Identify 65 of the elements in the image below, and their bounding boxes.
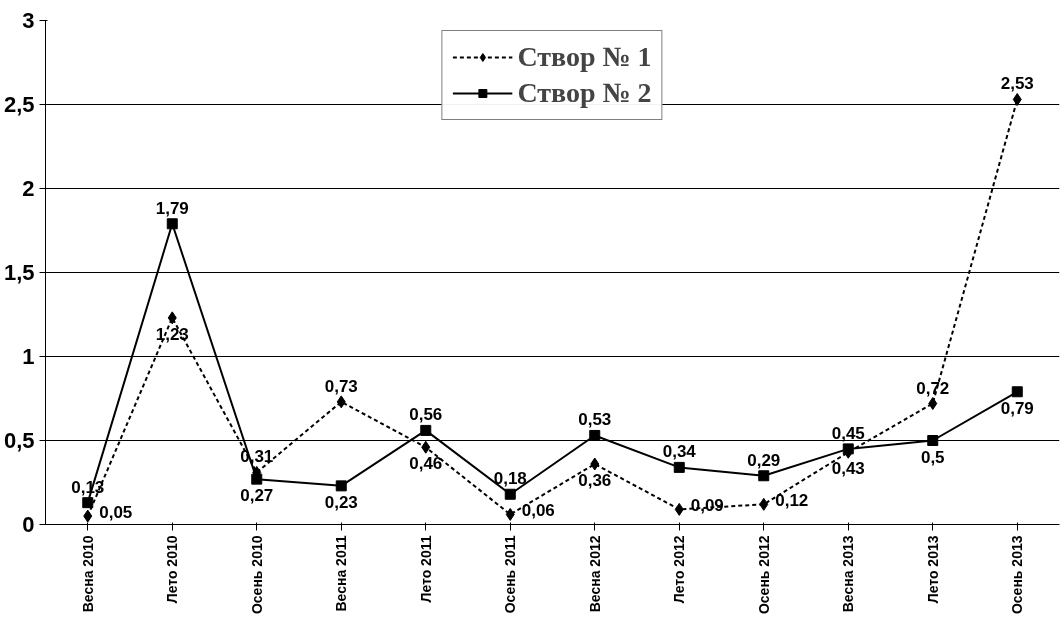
x-tick-label: Лето 2013 [924,535,941,604]
data-label: 0,72 [916,378,950,398]
y-tick-label: 1 [22,344,35,369]
legend-label: Створ № 1 [517,41,652,73]
point [842,443,854,455]
point [1011,386,1023,398]
data-label: 0,09 [690,496,724,516]
point [1012,92,1022,106]
point [589,429,601,441]
y-tick-label: 1,5 [3,260,35,285]
point [674,502,684,516]
x-tick-label: Лето 2011 [417,535,434,603]
y-tick-label: 2,5 [3,92,35,117]
point [82,497,94,509]
y-tick-label: 3 [22,8,35,33]
data-label: 0,56 [409,405,443,425]
point [673,461,685,473]
x-tick-label: Лето 2010 [164,535,181,604]
data-label: 0,45 [831,423,865,443]
point [504,488,516,500]
data-label: 0,27 [240,486,274,506]
y-tick-label: 0,5 [3,428,35,453]
x-tick-label: Осень 2010 [248,535,265,615]
point [167,311,177,325]
data-label: 0,36 [578,471,612,491]
data-label: 2,53 [1000,74,1034,94]
x-tick-label: Осень 2013 [1009,535,1026,615]
point [336,395,346,409]
x-tick-label: Весна 2013 [840,535,857,613]
data-label: 0,05 [99,503,133,523]
point [420,424,432,436]
point [927,435,939,446]
point [759,497,769,511]
data-label: 0,23 [324,492,358,512]
data-label: 0,73 [324,376,358,396]
data-label: 0,46 [409,454,443,474]
data-label: 1,23 [155,324,189,344]
y-tick-label: 2 [22,176,35,201]
point [421,440,431,454]
x-tick-label: Осень 2011 [502,535,519,614]
data-label: 0,06 [521,501,555,521]
point [251,473,263,485]
data-label: 0,43 [831,459,865,479]
x-tick-label: Весна 2011 [333,535,350,612]
point [335,480,347,492]
y-tick-label: 0 [22,512,35,537]
point [758,470,770,482]
x-tick-label: Весна 2012 [586,535,603,613]
data-label: 0,79 [1000,398,1034,418]
data-label: 0,5 [920,447,945,467]
point [590,457,600,471]
legend-label: Створ № 2 [517,77,652,109]
data-label: 0,12 [775,491,809,511]
point [166,218,178,230]
data-label: 0,34 [662,442,697,462]
point [83,509,93,523]
x-tick-label: Лето 2012 [671,535,688,604]
x-tick-label: Осень 2012 [755,535,772,615]
point [928,397,938,411]
data-label: 1,79 [155,198,189,218]
data-label: 0,53 [578,410,612,430]
point [505,507,515,521]
data-label: 0,29 [747,450,781,470]
data-label: 0,18 [493,469,527,489]
x-tick-label: Весна 2010 [79,535,96,613]
